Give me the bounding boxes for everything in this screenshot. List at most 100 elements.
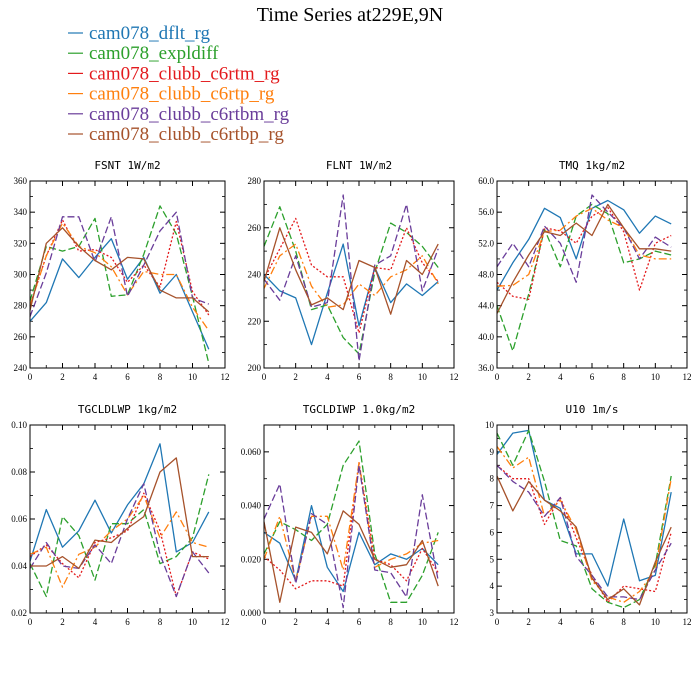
x-tick-label-0-6: 12 [221,372,230,382]
y-tick-label-5-7: 10 [485,420,495,430]
chart-panel-0: FSNT 1W/m2 0 2 4 6 8 10 12 240 260 280 300 320 340 360 [14,159,230,382]
y-tick-label-0-5: 340 [14,207,28,217]
series-line-5-3 [496,446,672,603]
series-line-1-1 [263,206,439,355]
series-line-1-5 [263,227,439,315]
y-tick-label-5-1: 4 [490,581,495,591]
x-tick-label-3-4: 8 [158,617,163,627]
panel-title-5: U10 1m/s [566,403,619,416]
legend-label-1: cam078_expldiff [89,43,219,64]
series-line-3-3 [29,494,209,588]
y-tick-label-4-0: 0.000 [241,608,262,618]
y-tick-label-3-4: 0.10 [11,420,27,430]
x-tick-label-3-6: 12 [221,617,230,627]
series-line-5-5 [496,475,672,606]
y-tick-label-0-1: 260 [14,332,28,342]
x-tick-label-1-1: 2 [293,372,298,382]
chart-panel-3: TGCLDLWP 1kg/m2 0 2 4 6 8 10 12 0.02 0.04 0.06 0.08… [11,403,229,627]
plot-frame-0 [29,180,226,369]
x-tick-label-4-5: 10 [418,617,428,627]
y-tick-label-2-0: 36.0 [478,363,494,373]
chart-panel-1: FLNT 1W/m2 0 2 4 6 8 10 12 200 220 240 260 280 [248,159,459,382]
x-tick-label-2-4: 8 [621,372,626,382]
series-line-0-3 [29,222,210,331]
chart-panel-4: TGCLDIWP 1.0kg/m2 0 2 4 6 8 10 12 0.000 0.020 0.04… [241,403,459,627]
x-tick-label-5-6: 12 [683,617,692,627]
x-tick-label-3-5: 10 [188,617,198,627]
x-tick-label-3-1: 2 [60,617,65,627]
y-tick-label-2-4: 52.0 [478,238,494,248]
y-tick-label-5-5: 8 [490,474,495,484]
x-tick-label-3-3: 6 [125,617,130,627]
legend-label-3: cam078_clubb_c6rtp_rg [89,84,275,105]
x-tick-label-2-0: 0 [495,372,500,382]
y-tick-label-0-0: 240 [14,363,28,373]
legend-label-5: cam078_clubb_c6rtbp_rg [89,124,284,145]
chart-panel-2: TMQ 1kg/m2 0 2 4 6 8 10 12 36.0 40.0 44.0 48.0 52.0 5… [478,159,691,382]
x-tick-label-1-0: 0 [262,372,267,382]
x-tick-label-0-1: 2 [60,372,65,382]
panel-title-0: FSNT 1W/m2 [94,159,160,172]
x-tick-label-0-0: 0 [28,372,33,382]
series-line-3-2 [29,492,210,598]
y-tick-label-4-2: 0.040 [241,501,262,511]
series-line-3-5 [30,457,209,570]
x-tick-label-3-2: 4 [93,617,98,627]
x-tick-label-4-2: 4 [325,617,330,627]
y-tick-label-5-3: 6 [490,527,495,537]
y-tick-label-1-3: 260 [248,223,262,233]
y-tick-label-4-3: 0.060 [241,447,262,457]
x-tick-label-2-6: 12 [683,372,692,382]
y-tick-label-2-1: 40.0 [478,332,494,342]
series-line-1-4 [263,194,439,362]
y-tick-label-1-0: 200 [248,363,262,373]
series-line-4-1 [263,440,439,603]
x-tick-label-5-1: 2 [526,617,531,627]
y-tick-label-5-0: 3 [490,608,495,618]
x-tick-label-5-5: 10 [651,617,661,627]
x-tick-label-5-2: 4 [558,617,563,627]
y-tick-label-3-2: 0.06 [11,514,27,524]
y-tick-label-1-4: 280 [248,176,262,186]
y-tick-label-2-2: 44.0 [478,301,494,311]
x-tick-label-5-4: 8 [621,617,626,627]
x-tick-label-4-6: 12 [450,617,459,627]
series-line-3-0 [29,443,210,562]
y-tick-label-0-4: 320 [14,238,28,248]
x-tick-label-0-3: 6 [125,372,130,382]
y-tick-label-0-6: 360 [14,176,28,186]
x-tick-label-0-5: 10 [188,372,198,382]
series-line-2-4 [496,194,672,283]
series-line-2-2 [496,206,672,301]
y-tick-label-3-0: 0.02 [11,608,27,618]
series-line-0-4 [29,211,210,317]
plot-frame-4 [263,424,455,614]
series-line-5-1 [496,429,672,609]
legend-label-0: cam078_dflt_rg [89,23,211,44]
y-tick-label-3-1: 0.04 [11,561,27,571]
plot-frame-5 [496,424,688,614]
x-tick-label-1-6: 12 [450,372,459,382]
series-line-0-1 [29,205,210,364]
panels: FSNT 1W/m20 2 4 6 8 10 12240260280300320340360… [11,159,691,627]
series-line-3-1 [29,474,210,598]
series-line-5-4 [496,464,672,601]
x-tick-label-1-5: 10 [418,372,428,382]
x-tick-label-2-2: 4 [558,372,563,382]
x-tick-label-2-1: 2 [526,372,531,382]
x-tick-label-1-4: 8 [388,372,393,382]
figure-title: Time Series at229E,9N [257,4,443,26]
series-line-5-2 [496,464,672,603]
series-line-1-3 [263,243,439,308]
x-tick-label-4-1: 2 [293,617,298,627]
panel-title-1: FLNT 1W/m2 [326,159,392,172]
x-tick-label-0-2: 4 [93,372,98,382]
y-tick-label-5-6: 9 [490,447,495,457]
x-tick-label-2-3: 6 [590,372,595,382]
legend-label-4: cam078_clubb_c6rtbm_rg [89,104,290,125]
x-tick-label-4-4: 8 [388,617,393,627]
x-tick-label-4-0: 0 [262,617,267,627]
series-line-4-5 [263,510,439,603]
